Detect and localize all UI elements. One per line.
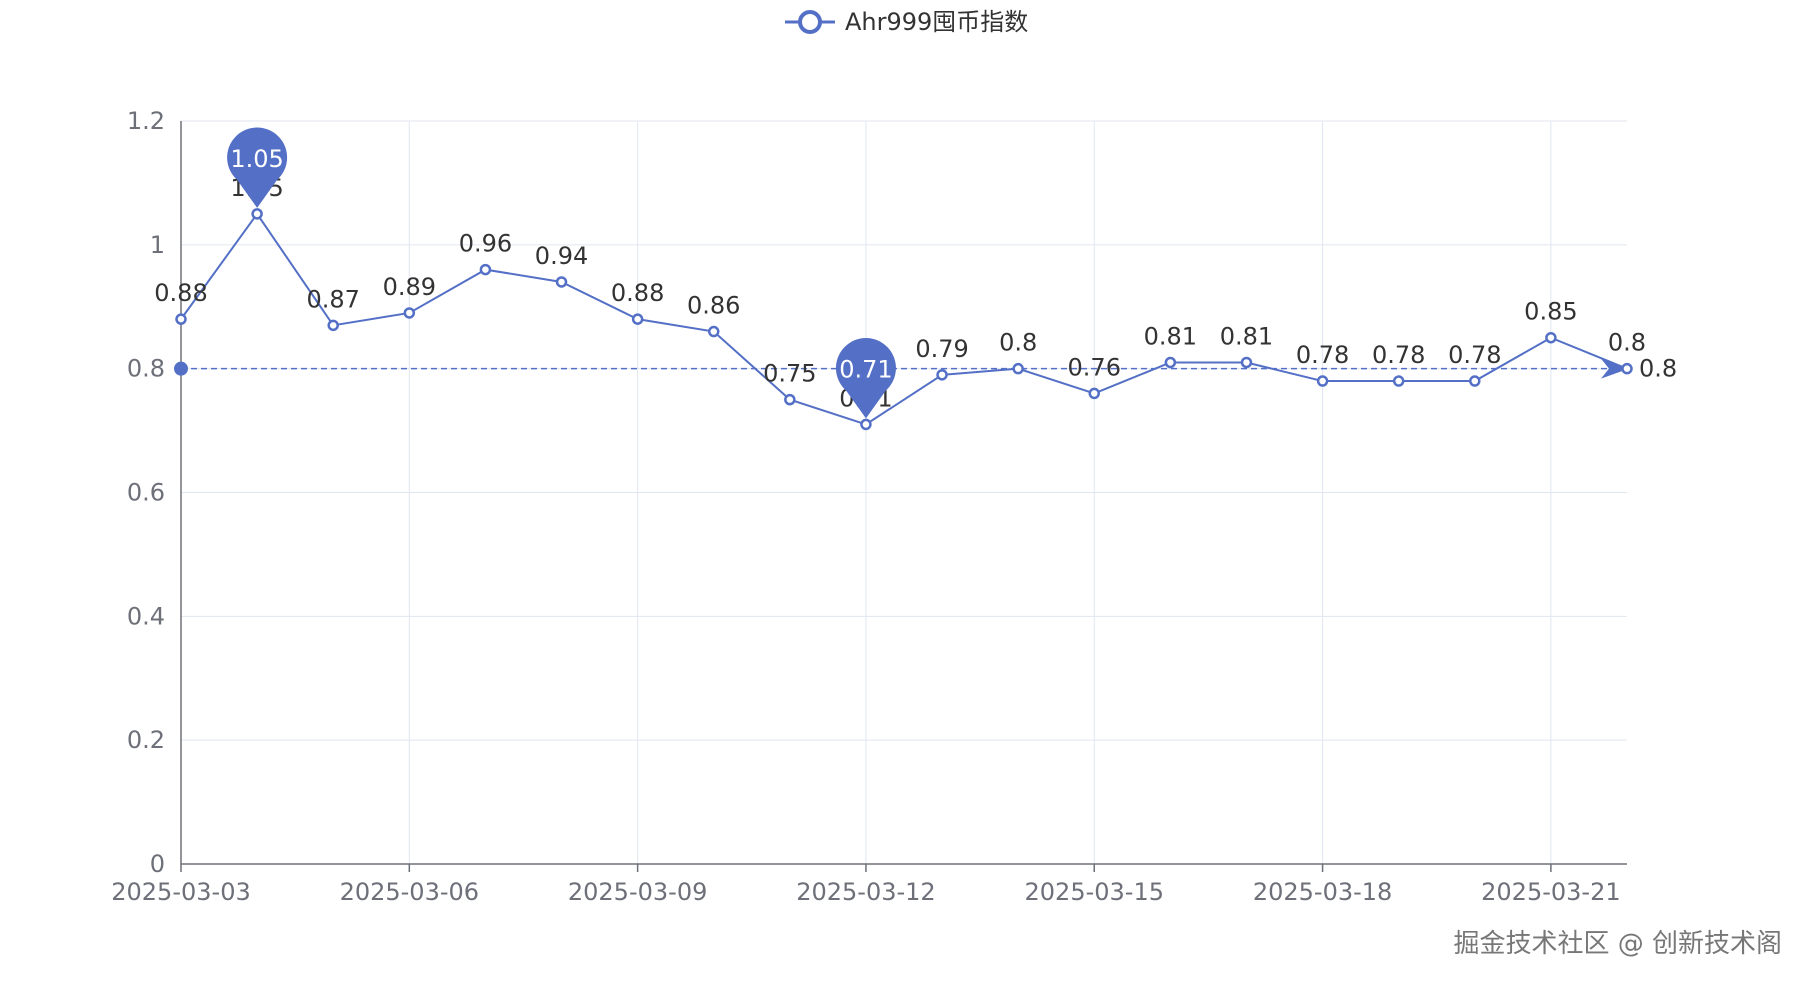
data-label: 0.8 xyxy=(999,329,1037,357)
y-tick-label: 0.6 xyxy=(127,479,165,507)
data-point xyxy=(936,369,948,381)
legend[interactable]: Ahr999囤币指数 xyxy=(785,8,1028,36)
data-point xyxy=(1316,375,1329,387)
data-point xyxy=(1088,387,1101,400)
average-markline: 0.8 xyxy=(174,355,1677,383)
y-tick-label: 1 xyxy=(150,231,165,259)
series xyxy=(175,208,1633,431)
data-point xyxy=(631,313,644,325)
data-point xyxy=(1012,362,1024,375)
y-tick-label: 1.2 xyxy=(127,107,165,135)
x-tick-label: 2025-03-06 xyxy=(340,878,479,906)
data-point xyxy=(784,393,796,406)
data-point xyxy=(555,276,568,288)
y-tick-label: 0.4 xyxy=(127,602,165,630)
data-point xyxy=(1240,356,1253,369)
legend-label: Ahr999囤币指数 xyxy=(845,8,1028,36)
series-line xyxy=(180,212,1628,426)
data-label: 0.79 xyxy=(915,335,968,363)
data-point xyxy=(1621,362,1633,375)
y-tick-label: 0 xyxy=(150,850,165,878)
data-point xyxy=(175,313,187,325)
data-label: 0.81 xyxy=(1144,322,1197,350)
data-label: 0.89 xyxy=(383,273,436,301)
y-tick-label: 0.2 xyxy=(127,726,165,754)
markline-label: 0.8 xyxy=(1639,355,1677,383)
watermark: 掘金技术社区 @ 创新技术阁 xyxy=(1453,929,1782,959)
data-point xyxy=(479,263,492,276)
x-tick-label: 2025-03-21 xyxy=(1481,878,1620,906)
data-label: 0.75 xyxy=(763,360,816,388)
data-point xyxy=(327,319,339,332)
y-tick-label: 0.8 xyxy=(127,355,165,383)
data-point xyxy=(403,307,416,319)
data-point xyxy=(1469,375,1481,387)
data-label: 0.87 xyxy=(306,285,359,313)
markpoints: 1.05 0.71 xyxy=(227,127,896,419)
data-point xyxy=(251,208,263,220)
x-tick-label: 2025-03-03 xyxy=(111,878,250,906)
data-label: 0.8 xyxy=(1608,329,1646,357)
markpoint-pin-icon xyxy=(227,127,288,208)
data-label: 0.96 xyxy=(459,230,512,258)
x-tick-label: 2025-03-09 xyxy=(568,878,707,906)
data-label: 0.76 xyxy=(1068,353,1121,381)
data-label: 0.88 xyxy=(154,279,207,307)
x-tick-label: 2025-03-15 xyxy=(1025,878,1164,906)
data-point xyxy=(707,325,720,338)
data-point xyxy=(1392,375,1405,387)
markline-arrow-icon xyxy=(1601,358,1629,379)
data-label: 0.94 xyxy=(535,242,588,270)
markpoint-label: 1.05 xyxy=(230,145,283,173)
x-tick-label: 2025-03-18 xyxy=(1253,878,1392,906)
x-tick-label: 2025-03-12 xyxy=(796,878,935,906)
data-label: 0.86 xyxy=(687,292,740,320)
data-label: 0.88 xyxy=(611,279,664,307)
legend-circle-icon xyxy=(798,10,822,34)
data-labels: 0.881.050.870.890.960.940.880.860.750.71… xyxy=(154,174,1646,413)
markpoint-label: 0.71 xyxy=(839,355,892,383)
data-label: 0.78 xyxy=(1372,341,1425,369)
data-point xyxy=(860,418,872,431)
data-label: 0.78 xyxy=(1296,341,1349,369)
data-label: 0.81 xyxy=(1220,322,1273,350)
markpoint-pin-icon xyxy=(835,338,896,419)
data-point xyxy=(1545,331,1557,344)
data-label: 0.78 xyxy=(1448,341,1501,369)
data-point xyxy=(1164,356,1177,369)
grid xyxy=(181,120,1627,864)
data-label: 0.85 xyxy=(1524,298,1577,326)
